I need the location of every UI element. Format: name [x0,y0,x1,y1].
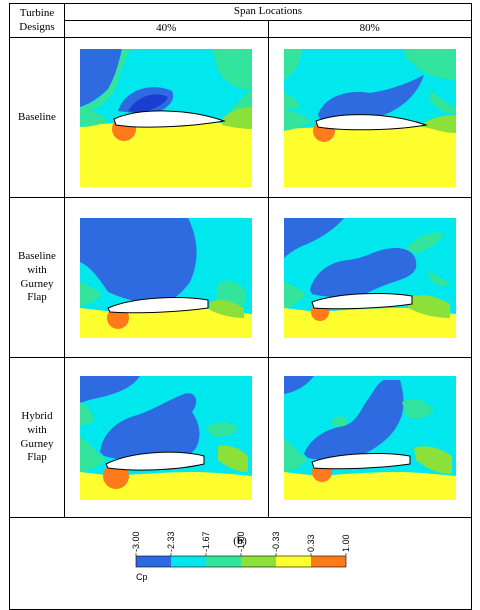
span-40-header: 40% [64,20,269,38]
colorbar-segment [135,555,171,567]
contour-plot [80,217,253,338]
contour-baseline-gurney-40 [64,197,269,358]
row-label-line: Baseline [18,110,56,123]
span-80-header: 80% [267,20,472,38]
row-label-line: Gurney [20,277,54,290]
row-label-baseline-gurney: Baseline with Gurney Flap [9,197,65,358]
row-label-line: Gurney [20,437,54,450]
contour-hybrid-gurney-80 [267,357,472,518]
colorbar-tick-label: -3.00 [131,531,141,552]
contour-plot [283,217,456,338]
contour-baseline-80 [267,37,472,198]
row-label-line: Hybrid [21,410,53,422]
colorbar-tick-label: -2.33 [166,531,176,552]
row-label-hybrid-gurney: Hybrid with Gurney Flap [9,357,65,518]
colorbar-segment [240,555,276,567]
turbine-designs-header: Turbine Designs [9,3,65,38]
colorbar-segment [310,555,346,567]
turbine-designs-header-line1: Turbine [19,6,55,19]
span-locations-header: Span Locations [64,3,472,21]
figure-table: Turbine Designs Span Locations 40% 80% B… [9,3,472,610]
caption-open: ( [233,535,237,547]
row-label-line: with [27,423,47,436]
contour-plot [283,48,456,187]
row-label-line: with [27,263,47,276]
contour-plot [80,48,253,187]
colorbar-tick-label: 0.33 [306,534,316,552]
row-label-line: Flap [27,451,47,464]
colorbar-tick-label: -1.67 [201,531,211,552]
colorbar-segment [275,555,311,567]
legend-cell: -3.00 -2.33 -1.67 -1.00 -0.33 0.33 1.00 Cp [9,517,472,610]
colorbar-tick-label: -0.33 [271,531,281,552]
contour-baseline-40 [64,37,269,198]
caption-close: ) [243,535,247,547]
contour-plot [283,375,456,500]
colorbar-tick-label: -1.00 [236,531,246,552]
contour-plot [80,375,253,500]
row-label-line: Baseline [18,250,56,262]
contour-baseline-gurney-80 [267,197,472,358]
contour-hybrid-gurney-40 [64,357,269,518]
colorbar-segment [170,555,206,567]
row-label-line: Flap [27,291,47,304]
colorbar-title: Cp [136,572,148,582]
turbine-designs-header-line2: Designs [19,20,55,33]
row-label-baseline: Baseline [9,37,65,198]
colorbar-segment [205,555,241,567]
figure-caption: (b) [0,535,480,547]
colorbar-tick-label: 1.00 [341,534,351,552]
caption-letter: b [236,535,244,547]
